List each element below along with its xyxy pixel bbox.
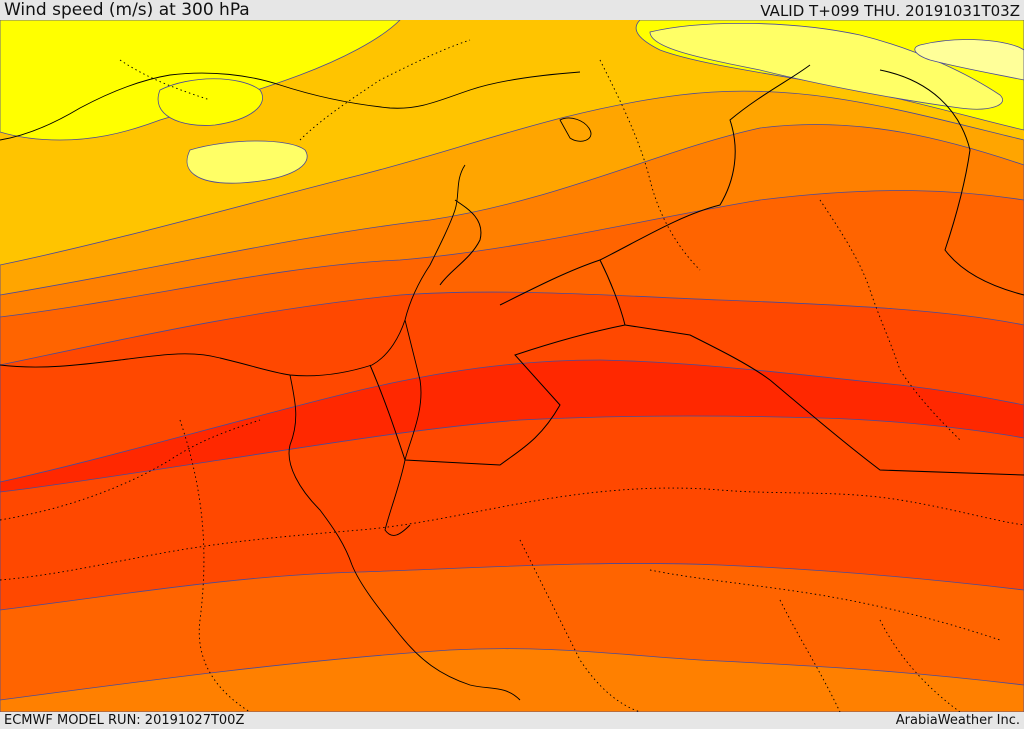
band-08-northeast: [649, 22, 1003, 110]
title-bar: Wind speed (m/s) at 300 hPa VALID T+099 …: [0, 0, 1024, 20]
chart-title: Wind speed (m/s) at 300 hPa: [4, 0, 250, 20]
band-32-jet-core: [0, 359, 1024, 493]
footer-bar: ECMWF MODEL RUN: 20191027T00Z ArabiaWeat…: [0, 712, 1024, 729]
band-04-northeast: [914, 39, 1024, 81]
valid-time-label: VALID T+099 THU. 20191031T03Z: [760, 2, 1020, 20]
band-08-north: [157, 78, 263, 126]
band-20-south: [0, 648, 1024, 712]
wind-speed-map[interactable]: [0, 20, 1024, 712]
internal-borders: [0, 39, 1024, 712]
country-borders: [369, 64, 1024, 476]
band-08-north-2: [186, 140, 308, 184]
credit-label: ArabiaWeather Inc.: [895, 713, 1020, 728]
model-run-label: ECMWF MODEL RUN: 20191027T00Z: [4, 713, 245, 728]
